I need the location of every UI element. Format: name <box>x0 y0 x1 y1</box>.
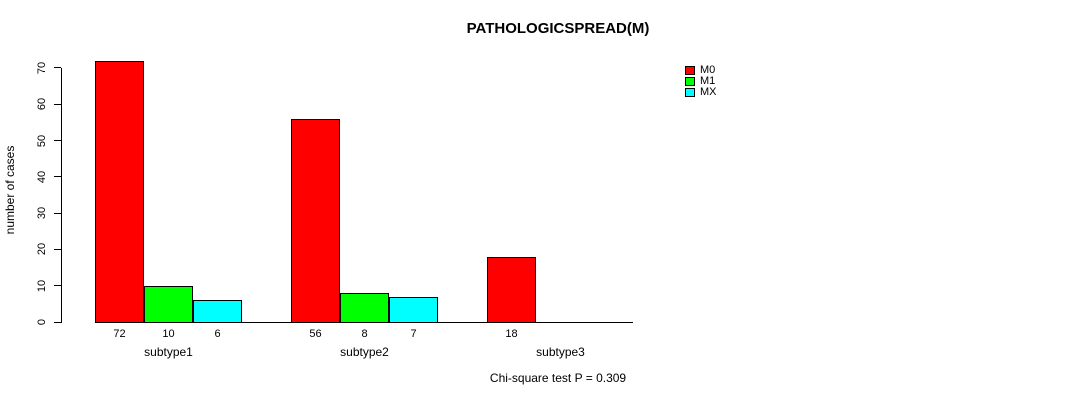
y-tick-label: 60 <box>36 98 48 111</box>
bar-m1-subtype1 <box>144 285 193 323</box>
legend-swatch-m1 <box>685 77 695 86</box>
legend-item: M0 <box>685 65 717 76</box>
y-tick-label: 40 <box>36 170 48 183</box>
y-tick <box>54 176 61 178</box>
bar-value-label: 6 <box>214 328 221 340</box>
chart-title: PATHOLOGICSPREAD(M) <box>466 20 650 37</box>
y-tick <box>54 212 61 214</box>
bar-value-label: 10 <box>162 328 175 340</box>
bar-m1-subtype2 <box>340 292 389 323</box>
bar-value-label: 56 <box>309 328 322 340</box>
y-axis-label: number of cases <box>3 145 17 235</box>
y-tick-label: 30 <box>36 207 48 220</box>
category-label-subtype1: subtype1 <box>144 345 193 359</box>
y-tick <box>54 321 61 323</box>
y-tick-label: 10 <box>36 279 48 292</box>
y-tick-label: 20 <box>36 243 48 256</box>
bar-m0-subtype2 <box>291 118 340 323</box>
legend-label-m1: M1 <box>700 75 716 87</box>
y-tick-label: 50 <box>36 134 48 147</box>
chi-square-annotation: Chi-square test P = 0.309 <box>489 371 627 385</box>
bar-value-label: 18 <box>505 328 518 340</box>
bar-m0-subtype1 <box>95 60 144 323</box>
legend-label-mx: MX <box>700 86 717 98</box>
y-tick-label: 70 <box>36 61 48 75</box>
category-label-subtype2: subtype2 <box>340 345 389 359</box>
y-tick-label: 0 <box>36 318 48 326</box>
bar-value-label: 8 <box>361 328 368 340</box>
bar-mx-subtype1 <box>193 300 242 323</box>
bar-value-label: 72 <box>113 328 126 340</box>
bar-m0-subtype3 <box>487 256 536 323</box>
y-tick <box>54 140 61 142</box>
y-axis-line <box>61 68 62 323</box>
legend-label-m0: M0 <box>700 64 716 76</box>
legend: M0 M1 MX <box>685 65 717 98</box>
legend-item: MX <box>685 87 717 98</box>
legend-swatch-m0 <box>685 66 695 75</box>
y-tick <box>54 248 61 250</box>
category-label-subtype3: subtype3 <box>536 345 585 359</box>
legend-swatch-mx <box>685 88 695 97</box>
y-tick <box>54 103 61 105</box>
y-tick <box>54 285 61 287</box>
y-tick <box>54 67 61 69</box>
bar-mx-subtype2 <box>389 296 438 323</box>
legend-item: M1 <box>685 76 717 87</box>
bar-value-label: 7 <box>410 328 417 340</box>
